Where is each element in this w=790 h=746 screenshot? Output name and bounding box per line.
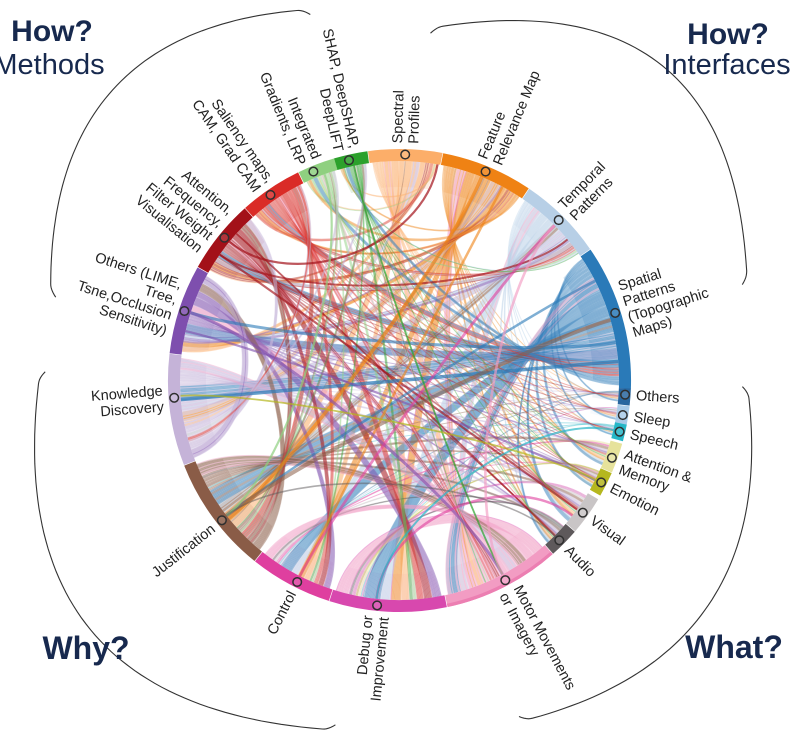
svg-text:SpectralProfiles: SpectralProfiles <box>390 90 424 144</box>
svg-text:How?: How? <box>11 15 93 48</box>
svg-text:SpatialPatterns(TopographicMap: SpatialPatterns(TopographicMaps) <box>616 254 715 341</box>
svg-text:Attention,Frequency,Filter Wei: Attention,Frequency,Filter WeightVisuali… <box>132 155 236 256</box>
svg-text:Why?: Why? <box>42 630 129 666</box>
svg-text:Others: Others <box>635 388 679 407</box>
svg-text:KnowledgeDiscovery: KnowledgeDiscovery <box>90 383 165 421</box>
svg-text:How?: How? <box>687 18 769 51</box>
svg-text:Sleep: Sleep <box>632 410 671 431</box>
svg-text:Methods: Methods <box>0 49 105 81</box>
svg-text:What?: What? <box>685 629 783 665</box>
svg-text:Interfaces: Interfaces <box>663 49 790 81</box>
